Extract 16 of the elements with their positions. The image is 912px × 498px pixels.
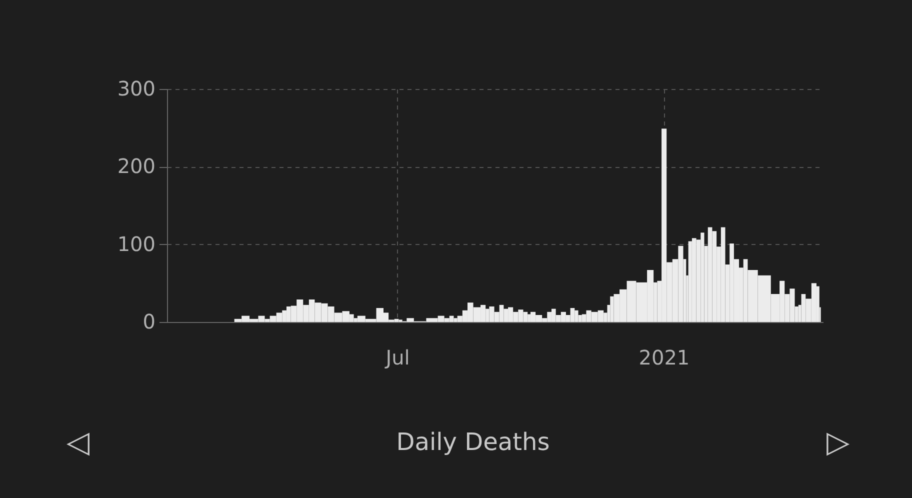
y-tick-label: 0	[142, 310, 156, 334]
bar	[692, 238, 696, 322]
y-tick-label: 300	[117, 76, 156, 100]
text: ▷	[826, 425, 850, 460]
bar	[720, 227, 726, 322]
x-tick-label: 2021	[638, 346, 690, 370]
text: Daily Deaths	[396, 428, 550, 456]
text: ◁	[66, 425, 90, 460]
bar	[574, 310, 578, 322]
y-tick-label: 100	[117, 232, 156, 256]
bar	[712, 231, 717, 322]
bar	[570, 308, 575, 322]
x-tick-label: Jul	[384, 346, 410, 370]
y-tick-label: 200	[117, 154, 156, 178]
bar	[708, 227, 712, 322]
bar	[700, 232, 704, 322]
